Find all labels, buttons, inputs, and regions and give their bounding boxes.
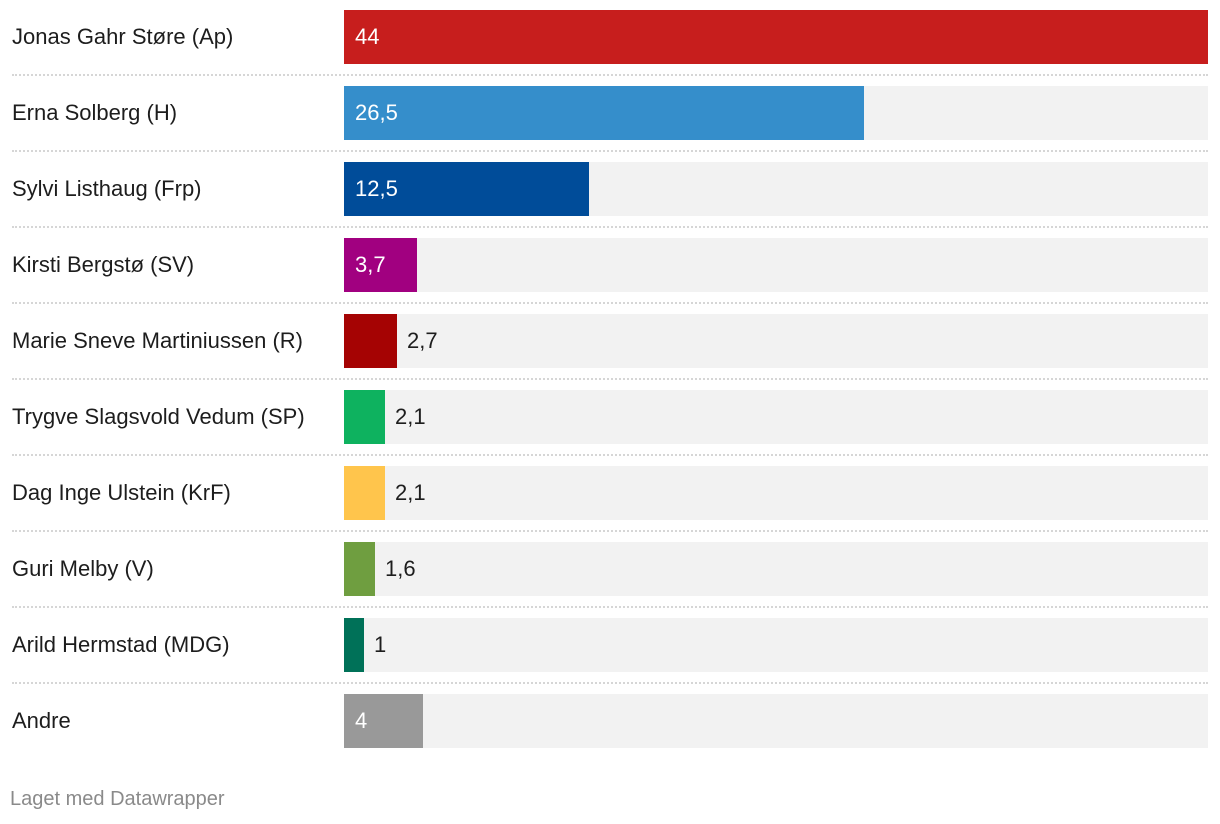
bar-track: 2,1	[344, 466, 1208, 520]
value-label: 4	[355, 708, 368, 733]
bar-track: 26,5	[344, 86, 1208, 140]
bar-row: Sylvi Listhaug (Frp) 12,5	[12, 162, 1208, 238]
value-label: 2,1	[395, 404, 426, 429]
row-separator	[12, 150, 1208, 152]
bar-row: Arild Hermstad (MDG) 1	[12, 618, 1208, 694]
bar-track: 2,1	[344, 390, 1208, 444]
value-label: 2,1	[395, 480, 426, 505]
bar	[344, 10, 1208, 64]
bar	[344, 162, 589, 216]
bar	[344, 314, 397, 368]
value-label: 26,5	[355, 100, 398, 125]
bar	[344, 390, 385, 444]
value-label: 12,5	[355, 176, 398, 201]
bar-chart: Jonas Gahr Støre (Ap) 44 Erna Solberg (H) 2…	[12, 10, 1208, 770]
bar-row: Dag Inge Ulstein (KrF) 2,1	[12, 466, 1208, 542]
row-separator	[12, 302, 1208, 304]
category-label: Andre	[12, 708, 71, 733]
bar-row: Guri Melby (V) 1,6	[12, 542, 1208, 618]
bar-track: 44	[344, 10, 1208, 64]
value-label: 3,7	[355, 252, 386, 277]
bar-track: 1,6	[344, 542, 1208, 596]
value-label: 1,6	[385, 556, 416, 581]
bar-row: Marie Sneve Martiniussen (R) 2,7	[12, 314, 1208, 390]
category-label: Arild Hermstad (MDG)	[12, 632, 230, 657]
category-label: Jonas Gahr Støre (Ap)	[12, 24, 234, 49]
value-label: 2,7	[407, 328, 438, 353]
category-label: Sylvi Listhaug (Frp)	[12, 176, 202, 201]
row-separator	[12, 530, 1208, 532]
bar	[344, 618, 364, 672]
bar-row: Kirsti Bergstø (SV) 3,7	[12, 238, 1208, 314]
row-separator	[12, 226, 1208, 228]
value-label: 1	[374, 632, 387, 657]
bar-row: Erna Solberg (H) 26,5	[12, 86, 1208, 162]
row-separator	[12, 74, 1208, 76]
category-label: Marie Sneve Martiniussen (R)	[12, 328, 303, 353]
category-label: Trygve Slagsvold Vedum (SP)	[12, 404, 305, 429]
category-label: Kirsti Bergstø (SV)	[12, 252, 195, 277]
bar-row: Andre 4	[12, 694, 1208, 770]
category-label: Guri Melby (V)	[12, 556, 154, 581]
category-label: Erna Solberg (H)	[12, 100, 178, 125]
value-label: 44	[355, 24, 380, 49]
row-separator	[12, 378, 1208, 380]
bar	[344, 86, 864, 140]
category-label: Dag Inge Ulstein (KrF)	[12, 480, 231, 505]
bar	[344, 694, 423, 748]
bar	[344, 466, 385, 520]
bar-row: Trygve Slagsvold Vedum (SP) 2,1	[12, 390, 1208, 466]
bar-track: 12,5	[344, 162, 1208, 216]
bar-track: 3,7	[344, 238, 1208, 292]
row-separator	[12, 606, 1208, 608]
bar-track: 2,7	[344, 314, 1208, 368]
bar	[344, 238, 417, 292]
bar-row: Jonas Gahr Støre (Ap) 44	[12, 10, 1208, 86]
bar-track: 1	[344, 618, 1208, 672]
bar	[344, 542, 375, 596]
row-separator	[12, 682, 1208, 684]
credit-text[interactable]: Laget med Datawrapper	[10, 788, 225, 810]
bar-track: 4	[344, 694, 1208, 748]
row-separator	[12, 454, 1208, 456]
